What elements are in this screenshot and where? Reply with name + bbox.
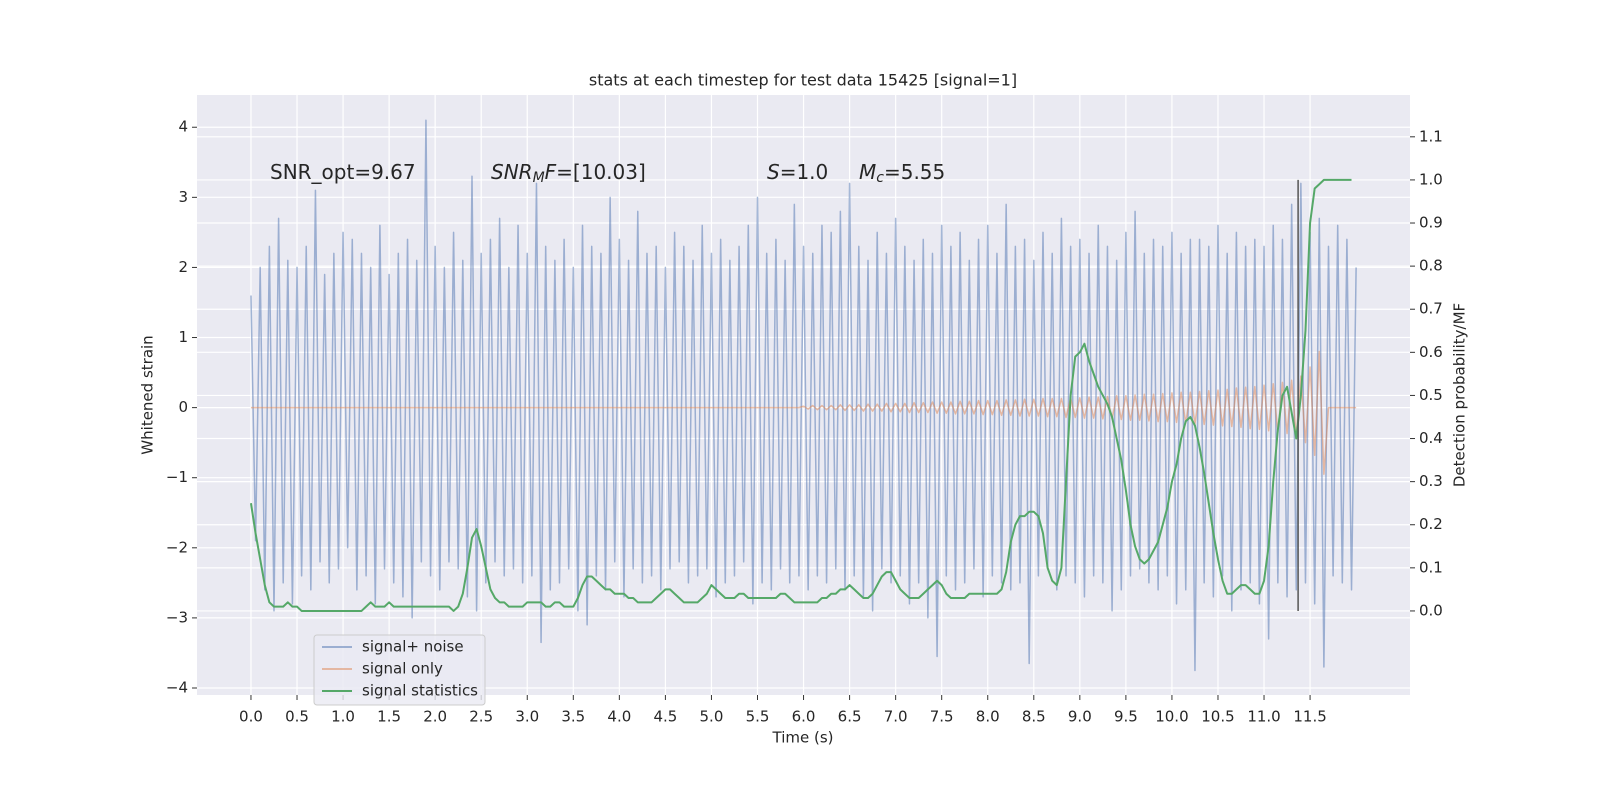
y2-tick-label: 1.0 (1419, 170, 1443, 188)
x-tick-label: 8.5 (1022, 708, 1046, 726)
x-tick-label: 4.5 (653, 708, 677, 726)
x-tick-label: 10.5 (1201, 708, 1234, 726)
annotations: SNR_opt=9.67 SNRMF=[10.03] S=1.0 Mc=5.55 (270, 160, 945, 187)
annotation-part: =1.0 (780, 160, 829, 184)
annotation-part: SNR (491, 160, 533, 184)
x-tick-label: 1.5 (377, 708, 401, 726)
y-tick-label: −3 (166, 608, 188, 626)
chart-title: stats at each timestep for test data 154… (589, 71, 1017, 90)
y2-tick-label: 0.0 (1419, 601, 1443, 619)
annotation-part: =[10.03] (556, 160, 646, 184)
x-tick-label: 2.5 (469, 708, 493, 726)
y-tick-label: 1 (178, 328, 188, 346)
x-tick-label: 6.0 (792, 708, 816, 726)
x-tick-label: 1.0 (331, 708, 355, 726)
y2-tick-label: 0.4 (1419, 429, 1443, 447)
axes: 0.0 0.5 1.0 1.5 2.0 2.5 3.0 3.5 4.0 4.5 5.0 5.5 6.0 6… (166, 118, 1443, 726)
x-tick-label: 3.0 (515, 708, 539, 726)
y2-axis-label: Detection probability/MF (1451, 303, 1469, 487)
series-line (250, 350, 1357, 475)
x-axis-label: Time (s) (772, 729, 834, 747)
annotation-part: M (533, 170, 545, 186)
y2-tick-label: 0.8 (1419, 257, 1443, 275)
y2-tick-label: 0.1 (1419, 558, 1443, 576)
annotation-part: c (876, 170, 884, 186)
x-tick-label: 8.0 (976, 708, 1000, 726)
legend: signal+ noise signal only signal statistic… (313, 634, 486, 706)
y2-tick-label: 0.6 (1419, 343, 1443, 361)
y2-tick-label: 0.5 (1419, 386, 1443, 404)
annotation-part: SNR_opt=9.67 (270, 160, 416, 184)
x-tick-label: 5.5 (746, 708, 770, 726)
annotation-part: S (767, 160, 780, 184)
series-line (249, 178, 1352, 612)
annotation-part: F (545, 160, 557, 184)
x-tick-label: 4.0 (607, 708, 631, 726)
x-tick-label: 0.5 (285, 708, 309, 726)
y-tick-label: 2 (178, 258, 188, 276)
y-tick-label: 4 (178, 118, 188, 136)
y2-tick-label: 0.9 (1419, 214, 1443, 232)
annotation: SNR_opt=9.67 (270, 160, 416, 184)
x-tick-label: 9.5 (1114, 708, 1138, 726)
y2-tick-label: 0.7 (1419, 300, 1443, 318)
marks (249, 119, 1357, 672)
annotation-part: M (859, 160, 876, 184)
legend-label: signal only (362, 660, 443, 678)
annotation: SNRMF=[10.03] (491, 160, 646, 187)
annotation-part: =5.55 (884, 160, 945, 184)
x-tick-label: 9.0 (1068, 708, 1092, 726)
x-tick-label: 3.5 (561, 708, 585, 726)
y-tick-label: −1 (166, 468, 188, 486)
x-tick-label: 7.5 (930, 708, 954, 726)
x-tick-label: 6.5 (838, 708, 862, 726)
y-tick-label: −2 (166, 538, 188, 556)
series-line (250, 119, 1357, 672)
y-axis-label: Whitened strain (139, 335, 157, 454)
legend-label: signal statistics (362, 682, 478, 700)
y2-tick-label: 0.3 (1419, 472, 1443, 490)
x-tick-label: 0.0 (239, 708, 263, 726)
x-tick-label: 11.0 (1247, 708, 1280, 726)
annotation: S=1.0 (767, 160, 828, 184)
y-tick-label: −4 (166, 678, 188, 696)
y-tick-label: 3 (178, 188, 188, 206)
x-tick-label: 2.0 (423, 708, 447, 726)
x-tick-label: 10.0 (1155, 708, 1188, 726)
y2-tick-label: 1.1 (1419, 127, 1443, 145)
x-tick-label: 7.0 (884, 708, 908, 726)
y2-tick-label: 0.2 (1419, 515, 1443, 533)
y-tick-label: 0 (178, 398, 188, 416)
x-tick-label: 11.5 (1293, 708, 1326, 726)
legend-box (313, 634, 486, 706)
x-tick-label: 5.0 (700, 708, 724, 726)
legend-label: signal+ noise (362, 638, 464, 656)
annotation: Mc=5.55 (859, 160, 945, 187)
